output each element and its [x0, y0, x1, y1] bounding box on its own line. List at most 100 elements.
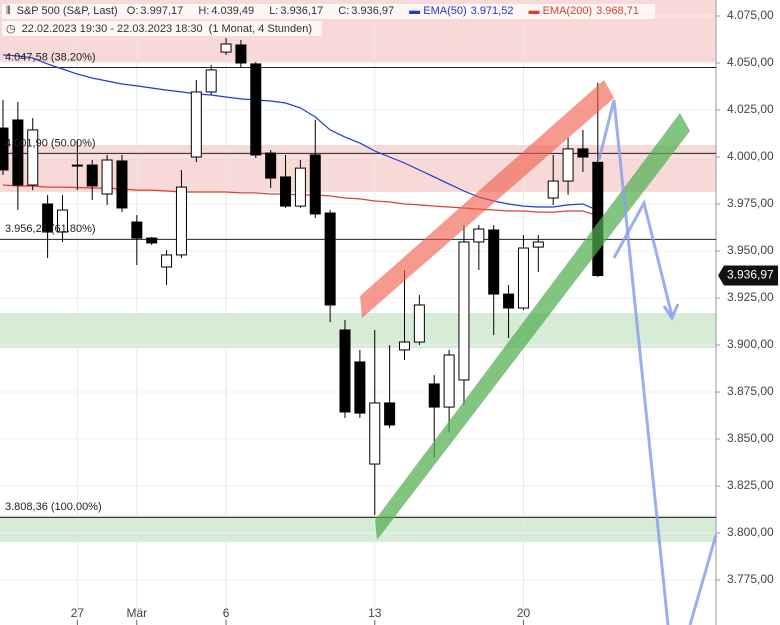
last-price-label: 3.936,97: [727, 268, 774, 282]
candle-body: [27, 129, 39, 186]
projection-line: [688, 534, 718, 625]
candle-body: [413, 304, 425, 343]
candle-body: [250, 63, 262, 156]
ohlc: L: 3.936,17: [269, 5, 329, 17]
candle-body: [220, 43, 232, 53]
legend-entry: ▬ EMA(200) 3.968,71: [528, 5, 639, 17]
candle-body: [354, 361, 366, 414]
candle-body: [532, 241, 544, 248]
candle-body: [517, 247, 529, 309]
period: (1 Monat, 4 Stunden): [208, 23, 313, 35]
candle-body: [86, 164, 98, 187]
x-tick-label: 13: [368, 606, 382, 620]
ohlc-key: L:: [269, 5, 279, 17]
level-label: 4.001,90 (50.00%): [5, 137, 96, 149]
y-tick-label: 3.800,00: [727, 525, 774, 539]
candle-body: [309, 154, 321, 215]
ohlc-value: 3.936,97: [351, 5, 395, 17]
projection-line: [597, 99, 670, 625]
y-tick-label: 4.075,00: [727, 8, 774, 22]
legend-label: EMA(50): [423, 5, 467, 17]
candle-body: [324, 212, 336, 306]
candle-body: [384, 402, 396, 426]
candle-body: [265, 152, 277, 179]
date-range: 22.02.2023 19:30 - 22.03.2023 18:30: [21, 23, 203, 35]
y-tick-label: 3.850,00: [727, 431, 774, 445]
candle-body: [0, 127, 9, 171]
level-label: 4.047,58 (38.20%): [5, 51, 96, 63]
candle-body: [398, 341, 410, 351]
x-tick-label: 20: [517, 606, 531, 620]
candle-body: [488, 229, 500, 295]
candle-body: [190, 91, 202, 158]
candle-body: [235, 44, 247, 64]
trend-channel-green: [375, 113, 690, 540]
ohlc-key: C:: [338, 5, 350, 17]
candle-body: [294, 167, 306, 207]
y-tick-label: 3.825,00: [727, 478, 774, 492]
legend-entry: ▬ EMA(50) 3.971,52: [409, 5, 514, 17]
projection: [597, 99, 718, 625]
candle-body: [503, 293, 515, 309]
y-tick-label: 3.775,00: [727, 572, 774, 586]
ohlc-value: 3.997,17: [140, 5, 184, 17]
y-tick-label: 3.925,00: [727, 290, 774, 304]
level-label: 3.808,36 (100.00%): [5, 501, 102, 513]
y-tick-label: 4.050,00: [727, 55, 774, 69]
chart-icon: ⫴: [6, 5, 11, 17]
y-tick-label: 3.950,00: [727, 243, 774, 257]
x-tick-label: 27: [71, 606, 85, 620]
candle-body: [116, 160, 128, 209]
candles-layer: [0, 37, 604, 516]
chart-title: S&P 500 (S&P, Last): [16, 5, 118, 17]
ohlc: O: 3.997,17: [127, 5, 189, 17]
y-tick-label: 3.975,00: [727, 196, 774, 210]
y-tick-label: 4.025,00: [727, 102, 774, 116]
candle-body: [562, 148, 574, 182]
candle-body: [443, 354, 455, 408]
candle-body: [56, 209, 68, 233]
clock-icon: ◷: [6, 23, 16, 35]
ohlc-key: O:: [126, 5, 139, 17]
ohlc-value: 4.039,49: [211, 5, 255, 17]
legend-value: 3.971,52: [470, 5, 514, 17]
candle-body: [12, 119, 24, 186]
candle-body: [101, 159, 113, 195]
candle-body: [577, 148, 589, 158]
zone: [0, 515, 716, 542]
y-tick-label: 3.900,00: [727, 337, 774, 351]
projection-arrowhead: [662, 303, 680, 322]
candle-body: [205, 69, 217, 93]
ohlc-key: H:: [198, 5, 210, 17]
candle-body: [146, 237, 158, 244]
zone: [0, 313, 716, 349]
trend-channel-red: [360, 80, 614, 318]
header-line-2: ◷ 22.02.2023 19:30 - 22.03.2023 18:30 (1 M…: [2, 21, 323, 36]
ema-line: [2, 54, 599, 212]
ohlc-value: 3.936,17: [280, 5, 324, 17]
y-tick-label: 3.875,00: [727, 384, 774, 398]
candle-body: [428, 383, 440, 408]
candle-body: [161, 254, 173, 268]
candle-body: [339, 329, 351, 413]
candle-body: [547, 180, 559, 199]
candle-body: [473, 228, 485, 243]
ohlc: C: 3.936,97: [338, 5, 400, 17]
legend-value: 3.968,71: [596, 5, 639, 17]
overlay-layer: 4.047,58 (38.20%) 4.001,90 (50.00%) 3.956,…: [5, 51, 778, 513]
candle-body: [458, 241, 470, 381]
candle-body: [280, 176, 292, 207]
candle-body: [369, 402, 381, 465]
last-price-tag: [718, 265, 778, 286]
candle-body: [42, 203, 54, 233]
level-label: 3.956,21 (61.80%): [5, 223, 96, 235]
x-tick-label: Mär: [126, 606, 147, 620]
legend-label: EMA(200): [542, 5, 593, 17]
candle-body: [71, 164, 83, 167]
projection-line: [612, 198, 674, 317]
ohlc: H: 4.039,49: [198, 5, 260, 17]
candle-body: [131, 221, 143, 239]
header-line-1: ⫴ S&P 500 (S&P, Last) O: 3.997,17 H: 4.039,…: [2, 4, 655, 19]
